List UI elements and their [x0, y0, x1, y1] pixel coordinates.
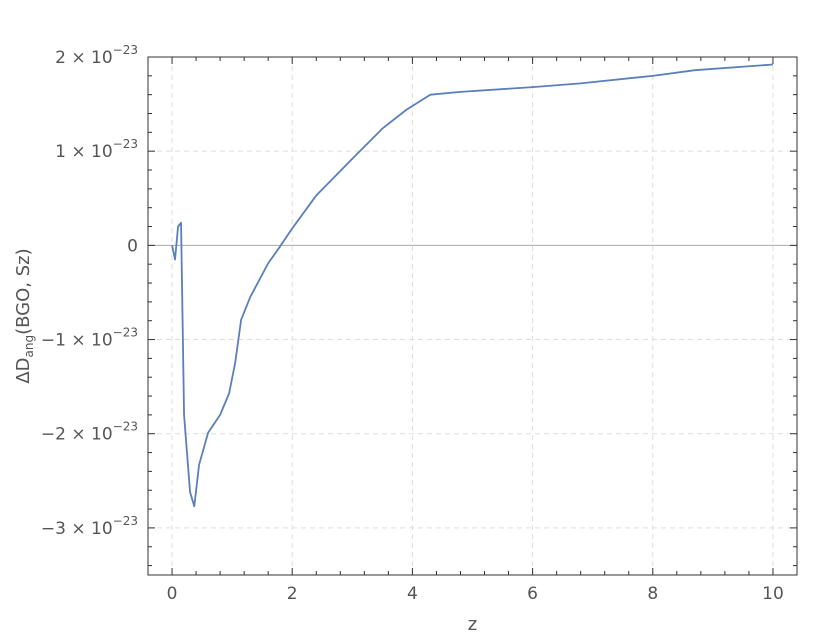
- plot-frame: [147, 56, 798, 576]
- x-tick-label: 6: [527, 584, 538, 604]
- y-tick-label: 1 × 10−23: [55, 137, 138, 162]
- y-axis-label-rest: (BGO, Sz): [13, 248, 34, 335]
- x-tick-labels: 0 2 4 6 8 10: [167, 584, 784, 604]
- x-tick-label: 10: [762, 584, 784, 604]
- y-tick-label: 2 × 10−23: [55, 43, 138, 68]
- tick-marks: [147, 56, 798, 575]
- y-tick-label: 0: [127, 236, 138, 256]
- series-line: [171, 63, 774, 508]
- y-tick-labels: 2 × 10−23 1 × 10−23 0 −1 × 10−23 −2 × 10−23 −…: [41, 43, 138, 539]
- x-axis-label-text: z: [468, 614, 477, 635]
- x-tick-label: 2: [287, 584, 298, 604]
- x-tick-label: 8: [647, 584, 658, 604]
- x-tick-label: 0: [167, 584, 178, 604]
- y-tick-label: −1 × 10−23: [41, 326, 138, 351]
- y-axis-label-main: ΔD: [13, 357, 34, 383]
- grid-lines: [148, 56, 797, 575]
- y-axis-label-subscript: ang: [22, 335, 36, 358]
- x-tick-label: 4: [407, 584, 418, 604]
- y-tick-label: −2 × 10−23: [41, 420, 138, 445]
- y-axis-label: ΔDang(BGO, Sz): [13, 248, 36, 383]
- series-layer: [171, 63, 774, 508]
- x-axis-label: z: [468, 614, 477, 635]
- y-tick-label: −3 × 10−23: [41, 514, 138, 539]
